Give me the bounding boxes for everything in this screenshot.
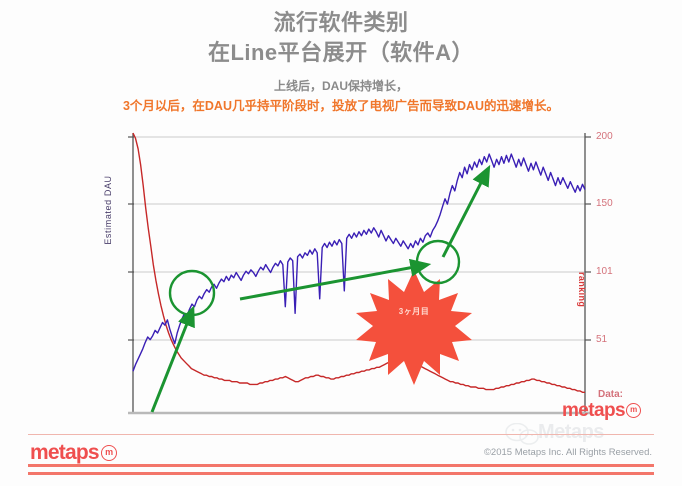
plot-background bbox=[133, 133, 585, 412]
arrow-initial-growth bbox=[150, 305, 195, 413]
footer-copyright: ©2015 Metaps Inc. All Rights Reserved. bbox=[483, 447, 652, 458]
footer-logo: metaps m bbox=[30, 441, 117, 465]
data-credit-logo-text: metaps bbox=[562, 400, 626, 421]
data-credit-logo: metaps m bbox=[562, 400, 641, 422]
footer-divider bbox=[28, 434, 654, 435]
metaps-mark-icon: m bbox=[625, 403, 641, 419]
data-credit-label: Data: bbox=[598, 389, 624, 400]
arrow-tv-ad-spike bbox=[441, 164, 491, 258]
burst-3months-marker bbox=[356, 270, 472, 385]
y-tick-200: 200 bbox=[596, 131, 613, 142]
footer-accent-bar-top bbox=[28, 464, 654, 467]
title-line-1: 流行软件类别 bbox=[273, 10, 409, 35]
y-axis-right-ticks bbox=[585, 136, 591, 341]
series-ranking-line bbox=[132, 132, 585, 393]
y-tick-101: 101 bbox=[596, 266, 613, 277]
title-line-2: 在Line平台展开（软件A） bbox=[207, 40, 475, 65]
footer-logo-text: metaps bbox=[30, 441, 100, 464]
y-tick-51: 51 bbox=[596, 334, 608, 345]
subtitle-red: 3个月以后，在DAU几乎持平阶段时，投放了电视广告而导致DAU的迅速增长。 bbox=[122, 99, 560, 113]
footer-accent-bar-bottom bbox=[28, 472, 654, 475]
y-tick-150: 150 bbox=[596, 198, 613, 209]
arrow-plateau bbox=[239, 258, 432, 301]
subtitle-gray: 上线后，DAU保持增长， bbox=[274, 79, 408, 93]
series-dau-line bbox=[132, 153, 586, 372]
y-axis-left-ticks bbox=[128, 136, 134, 341]
gridlines bbox=[133, 136, 585, 341]
page-title: 流行软件类别 在Line平台展开（软件A） bbox=[0, 8, 682, 68]
footer-metaps-mark-icon: m bbox=[100, 445, 117, 462]
y-axis-left-label: Estimated DAU bbox=[103, 175, 113, 245]
y-axis-right-label: ranking bbox=[577, 272, 587, 308]
